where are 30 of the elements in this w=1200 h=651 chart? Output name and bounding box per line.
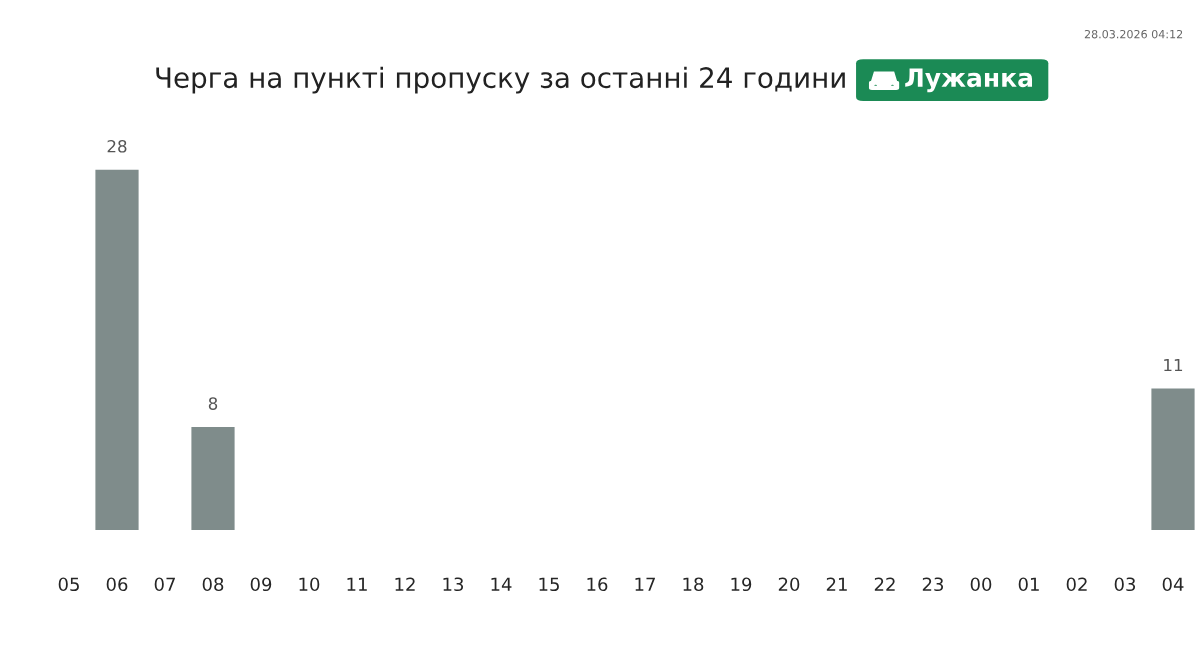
x-tick-label: 03 [1114, 577, 1136, 592]
x-tick-label: 11 [347, 577, 367, 591]
x-tick-label: 06 [106, 577, 128, 592]
x-tick-label: 21 [826, 577, 847, 591]
x-tick-label: 05 [58, 577, 79, 592]
x-tick-label: 23 [922, 577, 944, 592]
x-tick-label: 13 [443, 577, 464, 592]
x-tick-label: 02 [1066, 577, 1087, 592]
chart-subtitle: Лужанка [905, 68, 1033, 93]
data-label: 8 [208, 397, 218, 410]
x-tick-label: 12 [395, 577, 415, 591]
x-tick-label: 08 [202, 577, 224, 592]
x-tick-label: 07 [154, 577, 175, 592]
x-tick-label: 15 [539, 577, 559, 592]
x-tick-label: 14 [491, 577, 512, 591]
text: 28.03.2026 04:12 [1084, 29, 1183, 39]
x-tick-label: 19 [731, 577, 752, 592]
x-tick-label: 00 [970, 577, 992, 592]
x-tick-label: 22 [874, 577, 895, 591]
x-tick-label: 18 [683, 577, 704, 592]
x-tick-label: 16 [587, 577, 608, 592]
data-label: 28 [107, 139, 127, 153]
x-tick-label: 20 [778, 577, 800, 592]
chart-title: Черга на пункті пропуску за останні 24 години [156, 66, 845, 94]
x-tick-label: 09 [250, 577, 272, 592]
x-tick-label: 10 [299, 577, 320, 592]
x-tick-label: 01 [1018, 577, 1039, 592]
x-tick-label: 17 [635, 577, 655, 591]
x-tick-label: 04 [1162, 577, 1184, 592]
data-label: 11 [1164, 358, 1183, 372]
